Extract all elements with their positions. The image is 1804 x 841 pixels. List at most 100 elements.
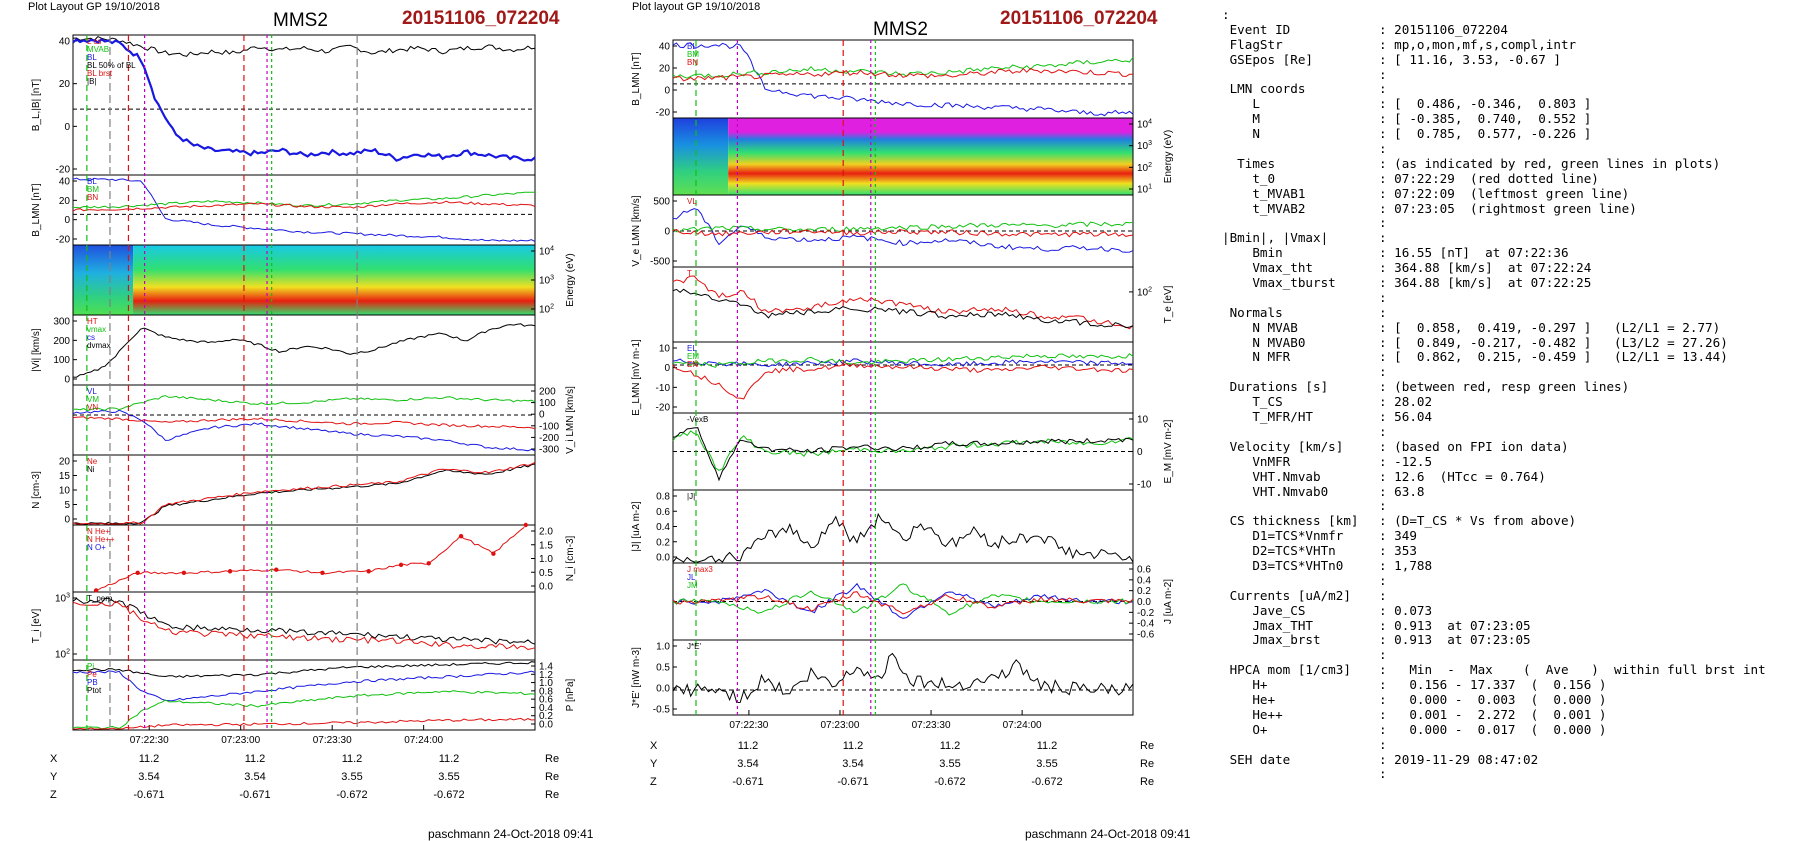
ytick-label: 0.0 [656,684,670,695]
yaxis-label: P [nPa] [565,678,576,711]
series-mid-1-bl [672,42,1134,117]
info-value: : 12.6 (HTcc = 0.764) [1379,468,1546,484]
ytick-label: -500 [650,257,670,268]
legend-entry: BM [87,185,99,194]
ephemeris-value: 11.2 [939,740,961,752]
marker-n-he-plus-plus [274,567,279,572]
info-key: Jmax_brst [1222,632,1321,648]
ytick-label: 1.2 [539,670,553,681]
marker-n-he-plus-plus [491,551,496,556]
info-key: VnMFR [1222,453,1291,469]
mid-plot-layout-label: Plot layout GP 19/10/2018 [632,1,761,13]
ytick-label: 1.5 [539,540,553,551]
legend-entry: N He++ [87,535,115,544]
info-key: N MVAB0 [1222,334,1306,350]
ephemeris-coord-name: Z [50,789,57,801]
info-row: Jmax_brst : 0.913 at 07:23:05 [1222,632,1797,648]
series-left-5-vn [72,416,536,430]
info-row: L: [ 0.486, -0.346, 0.803 ] [1222,96,1797,112]
ytick-label: -300 [539,445,559,456]
legend-entry: BN [687,58,698,67]
panel-left-2 [72,174,536,246]
info-key: CS thickness [km] [1222,513,1359,529]
time-tick-label: 07:23:30 [912,720,951,731]
panel-mid-9 [672,639,1134,716]
ephemeris-value: 3.55 [939,758,961,770]
legend-entry: N O+ [87,543,106,552]
yaxis-label: E_LMN [mV m-1] [631,339,642,416]
info-row: Currents [uA/m2]: [1222,587,1797,604]
legend-entry: VL [687,197,697,206]
info-row: D1=TCS*Vnmfr: 349 [1222,528,1797,544]
info-row: : [1222,572,1797,589]
legend-entry: cs [87,333,95,342]
legend-entry: MVAB [87,45,109,54]
ephemeris-value: 3.55 [341,771,363,783]
info-key: Durations [s] [1222,379,1329,395]
legend-entry: T_perp [87,594,113,603]
ephemeris-value: 3.54 [244,771,266,783]
ytick-label: 0.6 [1137,565,1151,576]
series-left-1-bl [72,37,536,162]
marker-n-he-plus-plus [366,569,371,574]
info-value: : 0.913 at 07:23:05 [1379,632,1531,648]
info-value: : (as indicated by red, green lines in p… [1379,155,1721,171]
info-value: : [1379,572,1387,588]
ytick-label: 1.0 [539,554,553,565]
ytick-label: -100 [539,421,559,432]
series-mid-4-t-par [672,275,1134,330]
info-value: : [ 0.849, -0.217, -0.482 ] (L3/L2 = 27.… [1379,334,1728,350]
ytick-label: 0 [664,227,670,238]
ytick-label: 100 [53,355,70,366]
info-key: Normals [1222,304,1283,320]
legend-entry: VM [87,395,99,404]
ytick-label: 0.8 [656,492,670,503]
marker-n-he-plus-plus [135,570,140,576]
yaxis-label: E_M [mV m-2] [1163,419,1174,483]
ytick-label: 40 [59,177,71,188]
info-row: VHT.Nmvab: 12.6 (HTcc = 0.764) [1222,468,1797,485]
info-row: GSEpos [Re]: [ 11.16, 3.53, -0.67 ] [1222,52,1797,68]
ephemeris-unit: Re [545,753,560,765]
ytick-label: -0.4 [1137,619,1155,630]
info-value: : 1,788 [1379,557,1433,573]
info-row: He+: 0.000 - 0.003 ( 0.000 ) [1222,692,1797,708]
series-mid-4-t-perp [672,288,1134,329]
info-row: FlagStr: mp,o,mon,mf,s,compl,intr [1222,37,1797,53]
ephemeris-value: 3.54 [737,758,759,770]
info-row: T_CS: 28.02 [1222,394,1797,410]
ytick-label: 10 [59,486,71,497]
info-value: : 16.55 [nT] at 07:22:36 [1379,245,1569,261]
info-key: L [1222,96,1260,112]
info-row: : [1222,290,1797,306]
ytick-label: 0 [64,515,70,526]
info-row: : [1222,67,1797,83]
panel-left-9 [72,659,536,731]
ephemeris-coord-name: Y [50,771,58,783]
ytick-label: -0.2 [1137,608,1155,619]
info-value: : 349 [1379,528,1417,544]
info-key: |Bmin|, |Vmax| [1222,230,1329,246]
yaxis-label: N [cm-3] [31,471,42,509]
info-value: : [1379,587,1387,603]
series-mid-5-en [672,363,1134,400]
legend-entry: JM [687,581,698,590]
panel-mid-1 [672,39,1134,119]
info-value: : [1379,423,1387,439]
series-mid-6--vexb [672,427,1134,482]
info-value: : [1379,766,1387,782]
ephemeris-unit: Re [1140,740,1155,752]
ephemeris-value: -0.672 [1031,776,1063,788]
ytick-label: 200 [53,336,70,347]
ephemeris-coord-name: X [50,753,58,765]
info-row: H+: 0.156 - 17.337 ( 0.156 ) [1222,677,1797,693]
ytick-label: 101 [1137,184,1152,196]
ytick-label: 2.0 [539,527,553,538]
info-key: : [1222,7,1230,22]
legend-entry: T [687,269,692,278]
info-key: HPCA mom [1/cm3] [1222,662,1351,678]
series-left-2-bl [72,177,536,243]
legend-entry: EL [687,344,697,353]
series-left-1--b- [72,35,536,57]
